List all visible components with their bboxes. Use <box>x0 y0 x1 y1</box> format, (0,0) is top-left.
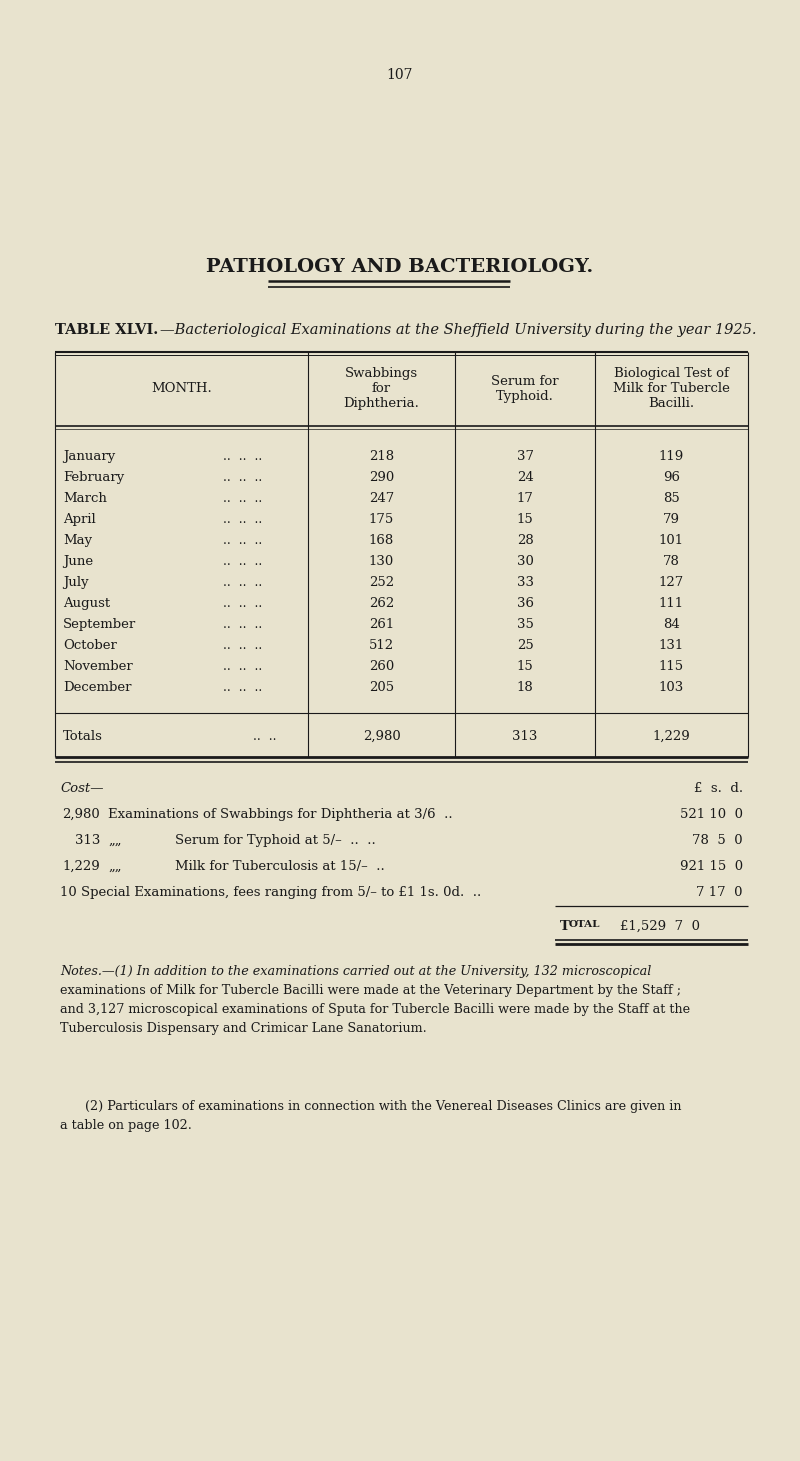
Text: Serum for Typhoid at 5/–  ..  ..: Serum for Typhoid at 5/– .. .. <box>175 834 376 847</box>
Text: ..  ..  ..: .. .. .. <box>223 492 262 506</box>
Text: 127: 127 <box>659 576 684 589</box>
Text: March: March <box>63 492 107 506</box>
Text: 313: 313 <box>74 834 100 847</box>
Text: October: October <box>63 638 117 652</box>
Text: Serum for
Typhoid.: Serum for Typhoid. <box>491 375 559 403</box>
Text: June: June <box>63 555 93 568</box>
Text: Swabbings
for
Diphtheria.: Swabbings for Diphtheria. <box>343 367 419 411</box>
Text: 205: 205 <box>369 681 394 694</box>
Text: OTAL: OTAL <box>569 920 601 929</box>
Text: 313: 313 <box>512 730 538 744</box>
Text: Cost—: Cost— <box>60 782 103 795</box>
Text: —Bacteriological Examinations at the Sheffield University during the year 1925.: —Bacteriological Examinations at the She… <box>160 323 757 337</box>
Text: 130: 130 <box>369 555 394 568</box>
Text: 7 17  0: 7 17 0 <box>697 885 743 899</box>
Text: 103: 103 <box>659 681 684 694</box>
Text: 1,229: 1,229 <box>653 730 690 744</box>
Text: T: T <box>560 920 570 934</box>
Text: 37: 37 <box>517 450 534 463</box>
Text: 18: 18 <box>517 681 534 694</box>
Text: August: August <box>63 598 110 611</box>
Text: 79: 79 <box>663 513 680 526</box>
Text: ..  ..  ..: .. .. .. <box>223 681 262 694</box>
Text: 78: 78 <box>663 555 680 568</box>
Text: 28: 28 <box>517 535 534 546</box>
Text: December: December <box>63 681 131 694</box>
Text: ..  ..: .. .. <box>253 730 277 744</box>
Text: Biological Test of
Milk for Tubercle
Bacilli.: Biological Test of Milk for Tubercle Bac… <box>613 367 730 411</box>
Text: 96: 96 <box>663 470 680 484</box>
Text: 261: 261 <box>369 618 394 631</box>
Text: Totals: Totals <box>63 730 103 744</box>
Text: ..  ..  ..: .. .. .. <box>223 576 262 589</box>
Text: 512: 512 <box>369 638 394 652</box>
Text: 290: 290 <box>369 470 394 484</box>
Text: 24: 24 <box>517 470 534 484</box>
Text: 17: 17 <box>517 492 534 506</box>
Text: ..  ..  ..: .. .. .. <box>223 470 262 484</box>
Text: ..  ..  ..: .. .. .. <box>223 660 262 674</box>
Text: 85: 85 <box>663 492 680 506</box>
Text: 111: 111 <box>659 598 684 611</box>
Text: 101: 101 <box>659 535 684 546</box>
Text: January: January <box>63 450 115 463</box>
Text: 521 10  0: 521 10 0 <box>680 808 743 821</box>
Text: 260: 260 <box>369 660 394 674</box>
Text: £1,529  7  0: £1,529 7 0 <box>620 920 700 934</box>
Text: 131: 131 <box>659 638 684 652</box>
Text: 33: 33 <box>517 576 534 589</box>
Text: ..  ..  ..: .. .. .. <box>223 555 262 568</box>
Text: MONTH.: MONTH. <box>151 381 212 394</box>
Text: 262: 262 <box>369 598 394 611</box>
Text: 175: 175 <box>369 513 394 526</box>
Text: 15: 15 <box>517 513 534 526</box>
Text: 247: 247 <box>369 492 394 506</box>
Text: 252: 252 <box>369 576 394 589</box>
Text: 2,980: 2,980 <box>362 730 400 744</box>
Text: ..  ..  ..: .. .. .. <box>223 638 262 652</box>
Text: „„: „„ <box>108 861 122 874</box>
Text: 25: 25 <box>517 638 534 652</box>
Text: 2,980: 2,980 <box>62 808 100 821</box>
Text: 78  5  0: 78 5 0 <box>692 834 743 847</box>
Text: Examinations of Swabbings for Diphtheria at 3/6  ..: Examinations of Swabbings for Diphtheria… <box>108 808 453 821</box>
Text: May: May <box>63 535 92 546</box>
Text: 115: 115 <box>659 660 684 674</box>
Text: February: February <box>63 470 124 484</box>
Text: £  s.  d.: £ s. d. <box>694 782 743 795</box>
Text: Milk for Tuberculosis at 15/–  ..: Milk for Tuberculosis at 15/– .. <box>175 861 385 874</box>
Text: 218: 218 <box>369 450 394 463</box>
Text: 1,229: 1,229 <box>62 861 100 874</box>
Text: Tuberculosis Dispensary and Crimicar Lane Sanatorium.: Tuberculosis Dispensary and Crimicar Lan… <box>60 1023 426 1034</box>
Text: 35: 35 <box>517 618 534 631</box>
Text: 36: 36 <box>517 598 534 611</box>
Text: and 3,127 microscopical examinations of Sputa for Tubercle Bacilli were made by : and 3,127 microscopical examinations of … <box>60 1004 690 1015</box>
Text: September: September <box>63 618 136 631</box>
Text: ..  ..  ..: .. .. .. <box>223 618 262 631</box>
Text: Notes.—(1) In addition to the examinations carried out at the University, 132 mi: Notes.—(1) In addition to the examinatio… <box>60 966 651 977</box>
Text: ..  ..  ..: .. .. .. <box>223 513 262 526</box>
Text: „„: „„ <box>108 834 122 847</box>
Text: ..  ..  ..: .. .. .. <box>223 535 262 546</box>
Text: 10 Special Examinations, fees ranging from 5/– to £1 1s. 0d.  ..: 10 Special Examinations, fees ranging fr… <box>60 885 482 899</box>
Text: examinations of Milk for Tubercle Bacilli were made at the Veterinary Department: examinations of Milk for Tubercle Bacill… <box>60 985 681 996</box>
Text: 84: 84 <box>663 618 680 631</box>
Text: April: April <box>63 513 96 526</box>
Text: TABLE XLVI.: TABLE XLVI. <box>55 323 158 337</box>
Text: (2) Particulars of examinations in connection with the Venereal Diseases Clinics: (2) Particulars of examinations in conne… <box>85 1100 682 1113</box>
Text: November: November <box>63 660 133 674</box>
Text: 119: 119 <box>659 450 684 463</box>
Text: 30: 30 <box>517 555 534 568</box>
Text: 168: 168 <box>369 535 394 546</box>
Text: PATHOLOGY AND BACTERIOLOGY.: PATHOLOGY AND BACTERIOLOGY. <box>206 259 594 276</box>
Text: a table on page 102.: a table on page 102. <box>60 1119 192 1132</box>
Text: 921 15  0: 921 15 0 <box>680 861 743 874</box>
Text: ..  ..  ..: .. .. .. <box>223 598 262 611</box>
Text: ..  ..  ..: .. .. .. <box>223 450 262 463</box>
Text: 107: 107 <box>386 69 414 82</box>
Text: July: July <box>63 576 89 589</box>
Text: 15: 15 <box>517 660 534 674</box>
